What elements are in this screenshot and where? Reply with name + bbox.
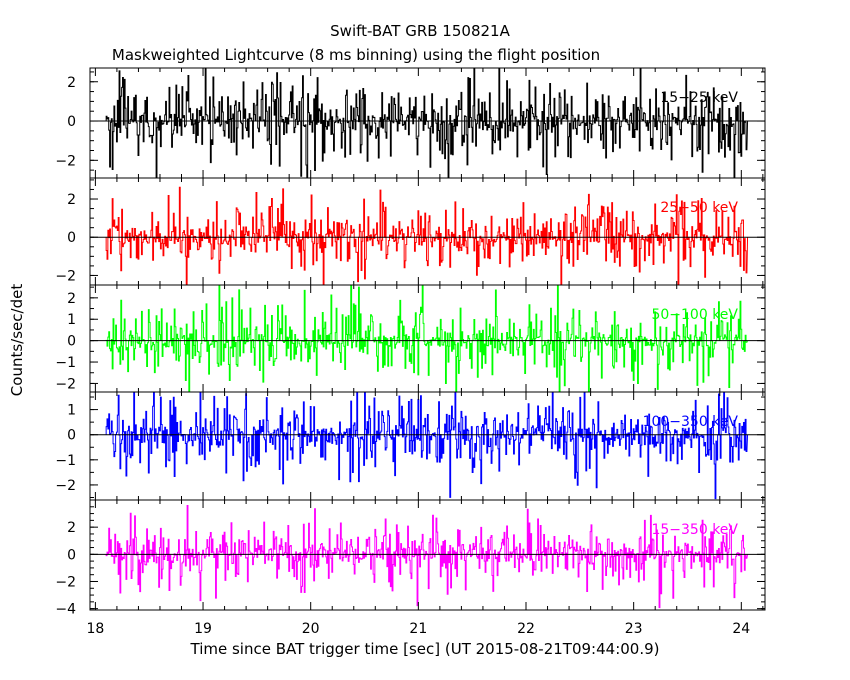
chart-subtitle: Maskweighted Lightcurve (8 ms binning) u… xyxy=(112,46,600,64)
y-tick-label: 2 xyxy=(67,192,76,208)
y-tick-label: 0 xyxy=(67,334,76,350)
panel-1: 2 0 −2 15−25 keV xyxy=(55,67,766,179)
y-tick-label: −2 xyxy=(55,478,76,494)
series-label: 25−50 keV xyxy=(660,200,738,216)
y-axis-label: Counts/sec/det xyxy=(8,284,26,397)
y-tick-label: −1 xyxy=(55,453,76,469)
x-tick-label: 23 xyxy=(625,621,643,637)
y-tick-label: −2 xyxy=(55,153,76,169)
y-tick-label: 1 xyxy=(67,312,76,328)
y-tick-label: −2 xyxy=(55,376,76,392)
x-tick-label: 22 xyxy=(517,621,535,637)
y-tick-label: −2 xyxy=(55,574,76,590)
panel-4: 1 0 −1 −2 100−350 keV xyxy=(55,391,766,501)
y-tick-label: 2 xyxy=(67,520,76,536)
x-tick-label: 19 xyxy=(194,621,212,637)
x-tick-label: 21 xyxy=(409,621,427,637)
y-tick-label: 1 xyxy=(67,403,76,419)
x-tick-label: 24 xyxy=(732,621,750,637)
y-tick-label: 0 xyxy=(67,547,76,563)
series-line xyxy=(105,68,749,178)
chart-title: Swift-BAT GRB 150821A xyxy=(330,22,510,40)
series-label: 15−350 keV xyxy=(651,522,738,538)
series-label: 50−100 keV xyxy=(651,307,738,323)
y-tick-label: −2 xyxy=(55,268,76,284)
series-line xyxy=(105,285,749,392)
series-line xyxy=(105,186,749,285)
series-label: 15−25 keV xyxy=(660,90,738,106)
y-tick-label: 2 xyxy=(67,291,76,307)
series-line xyxy=(105,392,749,500)
y-tick-label: 2 xyxy=(67,75,76,91)
y-tick-label: −1 xyxy=(55,355,76,371)
y-tick-label: 0 xyxy=(67,428,76,444)
y-tick-label: −4 xyxy=(55,602,76,618)
x-axis-label: Time since BAT trigger time [sec] (UT 20… xyxy=(190,640,660,658)
series-line xyxy=(105,505,749,609)
x-tick-label: 20 xyxy=(302,621,320,637)
x-tick-label: 18 xyxy=(86,621,104,637)
panel-3: 2 1 0 −1 −2 50−100 keV xyxy=(55,284,766,393)
y-tick-label: 0 xyxy=(67,114,76,130)
series-label: 100−350 keV xyxy=(643,414,739,430)
y-tick-label: 0 xyxy=(67,230,76,246)
panel-frame xyxy=(89,499,766,611)
panel-2: 2 0 −2 25−50 keV xyxy=(55,177,766,286)
panel-5: 2 0 −2 −4 15−350 keV xyxy=(55,499,766,618)
